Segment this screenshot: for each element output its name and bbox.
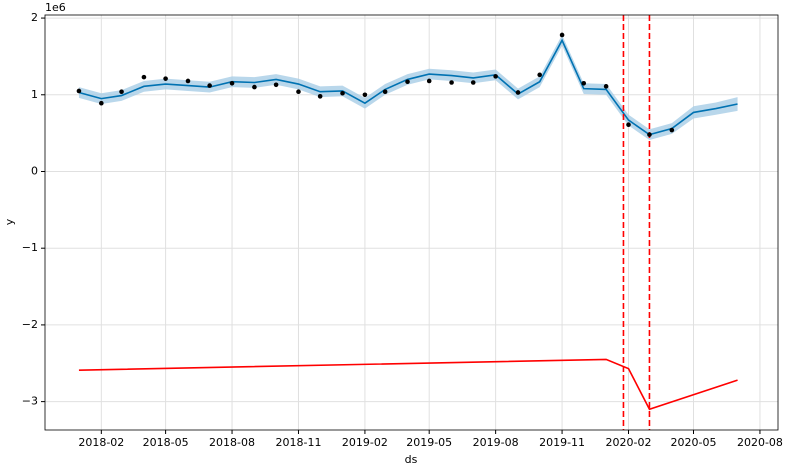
- actual-point: [515, 90, 521, 95]
- actual-point: [405, 79, 410, 85]
- uncertainty-band: [78, 34, 738, 141]
- plot-frame: [44, 14, 779, 431]
- actual-point: [603, 84, 609, 89]
- x-axis-label: ds: [405, 453, 418, 466]
- y-tick-label: −3: [22, 395, 38, 408]
- actual-point: [581, 80, 587, 86]
- actual-point: [493, 74, 498, 79]
- x-tick-label: 2020-05: [671, 436, 717, 449]
- actual-point: [229, 80, 235, 86]
- actual-point: [537, 72, 542, 78]
- actual-point: [340, 90, 345, 96]
- x-tick-label: 2019-05: [406, 436, 452, 449]
- actual-point: [207, 83, 212, 88]
- actual-point: [252, 84, 257, 90]
- x-tick-label: 2019-08: [473, 436, 519, 449]
- actual-point: [449, 80, 454, 85]
- actual-point: [669, 127, 675, 133]
- actual-point: [470, 80, 476, 85]
- x-tick-label: 2018-11: [275, 436, 321, 449]
- actual-point: [317, 94, 323, 99]
- actual-point: [99, 100, 104, 106]
- y-tick-label: −1: [22, 241, 38, 254]
- actual-point: [119, 89, 124, 95]
- y-offset-label: 1e6: [45, 1, 66, 14]
- x-tick-label: 2018-08: [209, 436, 255, 449]
- y-tick-label: 1: [31, 88, 38, 101]
- actual-point: [163, 76, 168, 81]
- actual-point: [647, 132, 652, 137]
- actual-point: [626, 122, 631, 127]
- x-tick-label: 2018-02: [78, 436, 124, 449]
- y-tick-label: 2: [31, 11, 38, 24]
- x-tick-label: 2018-05: [143, 436, 189, 449]
- x-tick-label: 2019-11: [539, 436, 585, 449]
- trend-line: [78, 358, 738, 411]
- y-axis-label: y: [3, 218, 16, 225]
- actual-point: [141, 74, 147, 80]
- actual-point: [362, 92, 368, 98]
- actual-point: [296, 89, 301, 95]
- x-tick-label: 2019-02: [342, 436, 388, 449]
- actual-point: [382, 89, 388, 95]
- actual-point: [76, 88, 82, 94]
- actual-point: [559, 32, 565, 38]
- x-tick-label: 2020-08: [737, 436, 783, 449]
- forecast-line: [78, 38, 738, 136]
- actual-point: [273, 82, 279, 88]
- y-tick-label: 0: [31, 164, 38, 177]
- actual-point: [426, 78, 432, 84]
- y-tick-label: −2: [22, 318, 38, 331]
- x-tick-label: 2020-02: [606, 436, 652, 449]
- actual-point: [185, 78, 191, 84]
